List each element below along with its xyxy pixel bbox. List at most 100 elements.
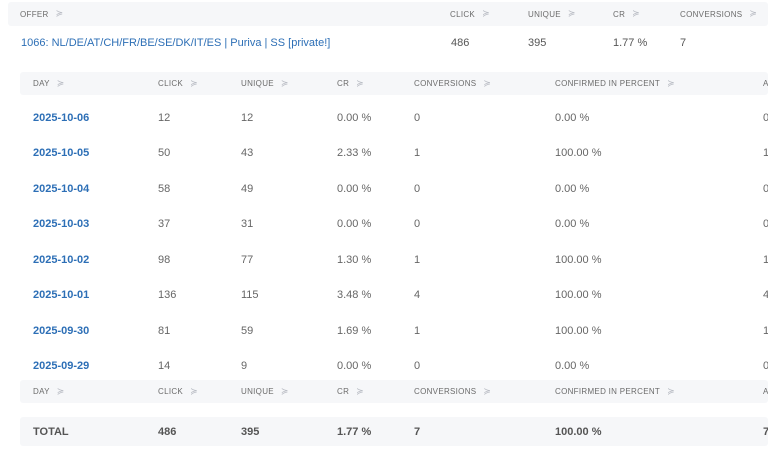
col-header-conversions[interactable]: CONVERSIONS ≽ xyxy=(414,72,491,95)
total-unique: 395 xyxy=(241,425,260,438)
sort-chevron-icon[interactable]: ≽ xyxy=(482,8,490,18)
col-header-conversions-label: CONVERSIONS xyxy=(680,9,743,19)
total-click: 486 xyxy=(158,425,177,438)
next-cell: 4 xyxy=(763,289,768,302)
day-link[interactable]: 2025-09-29 xyxy=(33,360,90,373)
cr-cell: 2.33 % xyxy=(337,147,372,160)
next-cell: 1 xyxy=(763,147,768,160)
offer-row[interactable]: 1066: NL/DE/AT/CH/FR/BE/SE/DK/IT/ES | Pu… xyxy=(8,27,768,61)
unique-cell: 115 xyxy=(241,289,259,302)
cr-cell: 3.48 % xyxy=(337,289,372,302)
sort-chevron-icon[interactable]: ≽ xyxy=(356,77,364,88)
sort-chevron-icon[interactable]: ≽ xyxy=(632,8,640,18)
cr-cell: 1.30 % xyxy=(337,253,372,266)
next-cell: 0 xyxy=(763,182,768,195)
total-cr: 1.77 % xyxy=(337,425,372,438)
col-header-click-label: CLICK xyxy=(158,79,184,88)
sort-chevron-icon[interactable]: ≽ xyxy=(56,77,65,88)
col-header-conversions[interactable]: CONVERSIONS ≽ xyxy=(680,2,757,26)
sort-chevron-icon[interactable]: ≽ xyxy=(567,8,576,18)
sort-chevron-icon[interactable]: ≽ xyxy=(280,385,289,396)
click-cell: 37 xyxy=(158,218,171,231)
col-header-click-label: CLICK xyxy=(450,9,476,19)
confirmed-cell: 0.00 % xyxy=(555,360,590,373)
sort-chevron-icon[interactable]: ≽ xyxy=(356,385,364,396)
conversions-cell: 4 xyxy=(414,289,421,302)
col-header-unique[interactable]: UNIQUE ≽ xyxy=(241,72,289,95)
offer-unique-value: 395 xyxy=(528,37,547,49)
confirmed-cell: 100.00 % xyxy=(555,147,602,160)
cr-cell: 0.00 % xyxy=(337,111,372,124)
col-header-day[interactable]: DAY ≽ xyxy=(33,380,65,403)
conversions-cell: 0 xyxy=(414,360,421,373)
sort-chevron-icon[interactable]: ≽ xyxy=(667,385,675,396)
next-cell: 0 xyxy=(763,218,768,231)
cr-cell: 0.00 % xyxy=(337,182,372,195)
unique-cell: 49 xyxy=(241,182,254,195)
offer-conversions-value: 7 xyxy=(680,37,687,49)
table-row: 2025-10-06 12 12 0.00 % 0 0.00 % 0 xyxy=(20,100,768,136)
col-header-conversions[interactable]: CONVERSIONS ≽ xyxy=(414,380,491,403)
day-link[interactable]: 2025-10-05 xyxy=(33,147,90,160)
col-header-cr[interactable]: CR ≽ xyxy=(337,72,364,95)
col-header-unique-label: UNIQUE xyxy=(528,9,561,19)
col-header-unique[interactable]: UNIQUE ≽ xyxy=(241,380,289,403)
sort-chevron-icon[interactable]: ≽ xyxy=(190,77,198,88)
col-header-cr-label: CR xyxy=(613,9,626,19)
col-header-confirmed-percent[interactable]: CONFIRMED IN PERCENT ≽ xyxy=(555,380,675,403)
click-cell: 81 xyxy=(158,324,171,337)
col-header-cr[interactable]: CR ≽ xyxy=(613,2,640,26)
day-link[interactable]: 2025-10-03 xyxy=(33,218,90,231)
col-header-cr-label: CR xyxy=(337,79,350,88)
col-header-click[interactable]: CLICK ≽ xyxy=(450,2,490,26)
total-confirmed: 100.00 % xyxy=(555,425,602,438)
sort-chevron-icon[interactable]: ≽ xyxy=(483,385,492,396)
confirmed-cell: 0.00 % xyxy=(555,218,590,231)
offer-table-header: OFFER ≽ CLICK ≽ UNIQUE ≽ CR ≽ CONVERSION… xyxy=(8,2,768,26)
col-header-next[interactable]: A xyxy=(763,72,768,95)
confirmed-cell: 0.00 % xyxy=(555,182,590,195)
sort-chevron-icon[interactable]: ≽ xyxy=(55,8,64,18)
col-header-next[interactable]: A xyxy=(763,380,768,403)
day-link[interactable]: 2025-10-06 xyxy=(33,111,90,124)
unique-cell: 59 xyxy=(241,324,254,337)
col-header-cr[interactable]: CR ≽ xyxy=(337,380,364,403)
confirmed-cell: 100.00 % xyxy=(555,289,602,302)
table-row: 2025-09-30 81 59 1.69 % 1 100.00 % 1 xyxy=(20,313,768,349)
day-link[interactable]: 2025-10-01 xyxy=(33,289,90,302)
offer-name-link[interactable]: 1066: NL/DE/AT/CH/FR/BE/SE/DK/IT/ES | Pu… xyxy=(21,37,331,49)
total-row: TOTAL 486 395 1.77 % 7 100.00 % 7 xyxy=(20,417,768,446)
sort-chevron-icon[interactable]: ≽ xyxy=(667,77,675,88)
conversions-cell: 0 xyxy=(414,111,421,124)
unique-cell: 77 xyxy=(241,253,254,266)
col-header-offer[interactable]: OFFER ≽ xyxy=(20,2,63,26)
confirmed-cell: 100.00 % xyxy=(555,253,602,266)
confirmed-cell: 0.00 % xyxy=(555,111,590,124)
sort-chevron-icon[interactable]: ≽ xyxy=(190,385,198,396)
next-cell: 0 xyxy=(763,111,768,124)
sort-chevron-icon[interactable]: ≽ xyxy=(749,8,758,18)
col-header-unique[interactable]: UNIQUE ≽ xyxy=(528,2,576,26)
day-link[interactable]: 2025-10-02 xyxy=(33,253,90,266)
day-link[interactable]: 2025-10-04 xyxy=(33,182,90,195)
col-header-day-label: DAY xyxy=(33,79,50,88)
daily-table-body: 2025-10-06 12 12 0.00 % 0 0.00 % 0 2025-… xyxy=(20,95,768,384)
next-cell: 1 xyxy=(763,253,768,266)
unique-cell: 43 xyxy=(241,147,254,160)
conversions-cell: 0 xyxy=(414,182,421,195)
next-cell: 1 xyxy=(763,324,768,337)
sort-chevron-icon[interactable]: ≽ xyxy=(483,77,492,88)
col-header-cr-label: CR xyxy=(337,387,350,396)
col-header-click[interactable]: CLICK ≽ xyxy=(158,72,198,95)
sort-chevron-icon[interactable]: ≽ xyxy=(280,77,289,88)
click-cell: 50 xyxy=(158,147,171,160)
col-header-day[interactable]: DAY ≽ xyxy=(33,72,65,95)
cr-cell: 1.69 % xyxy=(337,324,372,337)
table-row: 2025-10-02 98 77 1.30 % 1 100.00 % 1 xyxy=(20,242,768,278)
col-header-unique-label: UNIQUE xyxy=(241,387,274,396)
table-row: 2025-10-03 37 31 0.00 % 0 0.00 % 0 xyxy=(20,207,768,243)
sort-chevron-icon[interactable]: ≽ xyxy=(56,385,65,396)
col-header-click[interactable]: CLICK ≽ xyxy=(158,380,198,403)
col-header-confirmed-percent[interactable]: CONFIRMED IN PERCENT ≽ xyxy=(555,72,675,95)
day-link[interactable]: 2025-09-30 xyxy=(33,324,90,337)
